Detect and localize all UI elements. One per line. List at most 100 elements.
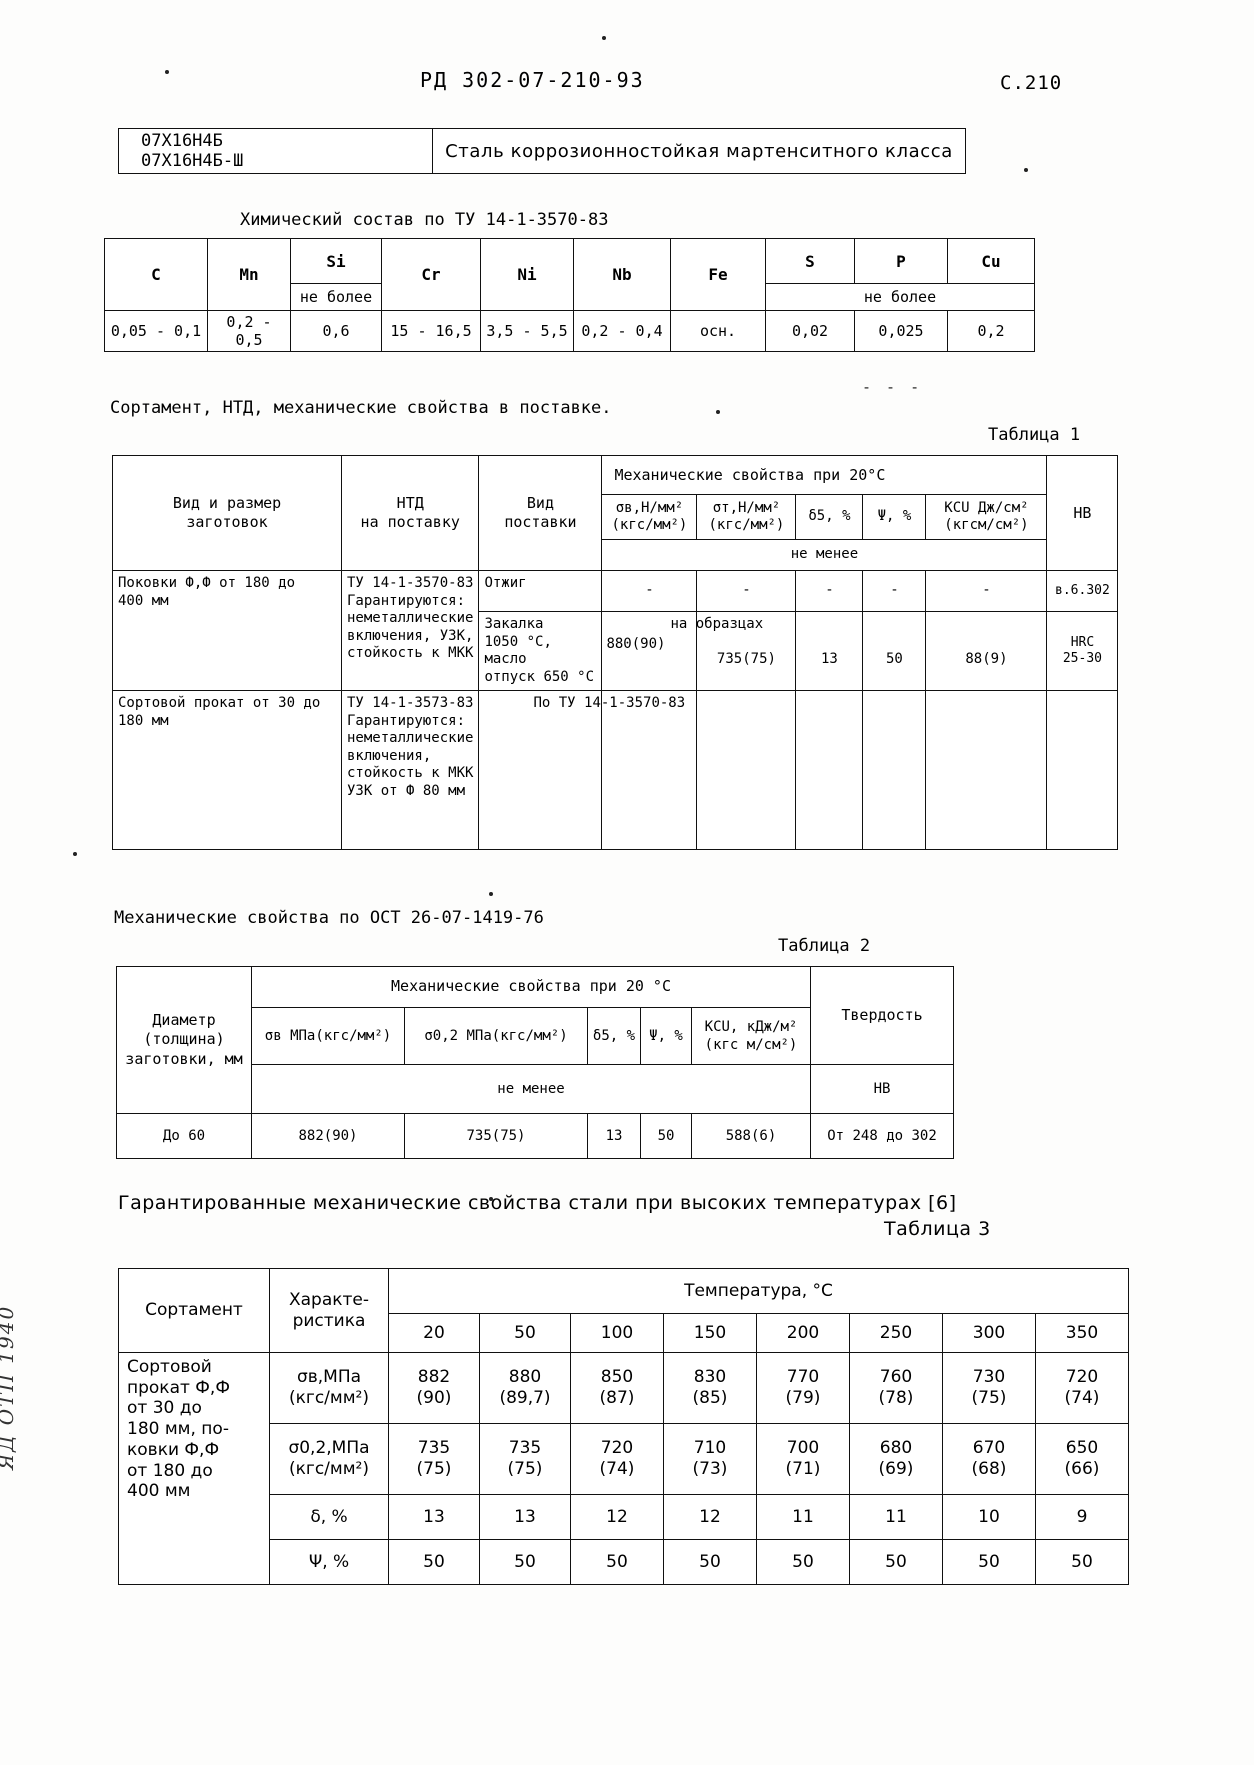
chem-value-si: 0,6 [290, 310, 382, 352]
t3-sortament-l1: Сортовой [127, 1357, 212, 1377]
t3-s1-v2-kgs: (87) [599, 1388, 635, 1408]
t3-s3-v5: 11 [849, 1494, 943, 1540]
t1-r1-kind-l2: 400 мм [118, 592, 169, 609]
t3-temp-250: 250 [849, 1313, 943, 1353]
table3-label: Таблица 3 [884, 1218, 991, 1240]
t3-temp-20: 20 [388, 1313, 480, 1353]
document-number: РД 302-07-210-93 [420, 68, 645, 92]
t1-r1-hrc-label: HRC [1070, 634, 1095, 650]
t3-s1-v6-kgs: (75) [971, 1388, 1007, 1408]
chem-header-s: S [765, 238, 855, 284]
t3-s1-v5-kgs: (78) [878, 1388, 914, 1408]
t2-header-diameter-l1: Диаметр [152, 1010, 216, 1029]
t1-header-kind-l1: Вид и размер [172, 494, 282, 513]
t3-s2-v2-kgs: (74) [599, 1459, 635, 1479]
chem-value-cr: 15 - 16,5 [381, 310, 481, 352]
t3-s2-v1: 735 (75) [479, 1423, 571, 1495]
t3-s2-v5: 680 (69) [849, 1423, 943, 1495]
t3-s1-v2-mpa: 850 [600, 1367, 634, 1388]
table-row-header: Вид и размер заготовок НТД на поставку В… [112, 455, 1119, 571]
t1-r2-kind-l2: 180 мм [118, 712, 169, 729]
t1-r1-sigma-v-val: 880(90) [606, 636, 666, 652]
high-temperature-properties-table: Сортамент Характе- ристика Температура, … [118, 1268, 1129, 1585]
t1-r1-kcu-val: 88(9) [965, 651, 1008, 668]
t3-s1-v6-mpa: 730 [972, 1367, 1006, 1388]
t3-s1-v2: 850 (87) [570, 1352, 664, 1424]
t1-r1-kcu: 88(9) [925, 611, 1048, 691]
t1-sigma-v-unit: (кгс/мм²) [611, 517, 688, 533]
table-row: До 60 882(90) 735(75) 13 50 588(6) От 24… [116, 1113, 954, 1159]
t3-s2-v0: 735 (75) [388, 1423, 480, 1495]
t3-s2-v1-kgs: (75) [507, 1459, 543, 1479]
t3-sortament-l3: от 30 до [127, 1398, 202, 1419]
chem-header-fe: Fe [670, 238, 766, 311]
t3-s4-v1: 50 [479, 1539, 571, 1585]
t2-header-diameter: Диаметр (толщина) заготовки, мм [116, 966, 252, 1114]
t1-r1-quench-l2: 1050 °С, масло [484, 633, 552, 668]
t2-header-diameter-l3: заготовки, мм [125, 1049, 243, 1068]
t3-s4-v2: 50 [570, 1539, 664, 1585]
scan-speckle [1024, 168, 1028, 172]
table2-label: Таблица 2 [778, 936, 871, 956]
t1-header-kind-l2: заготовок [186, 513, 268, 531]
margin-handwritten-note: ЯД ОТП 1940 [0, 1304, 18, 1470]
t1-r1-ntd-l3: неметаллические [347, 610, 474, 626]
t1-r1-psi-dash: - [862, 570, 927, 612]
t1-r2-ntd-l3: неметаллические [347, 730, 474, 746]
t3-s1-v5-mpa: 760 [879, 1367, 913, 1388]
chem-subheader-si-limit: не более [290, 283, 382, 311]
t1-r1-kind-l1: Поковки Ф,Ф от 180 до [118, 575, 296, 591]
chem-subheader-spcu-limit: не более [765, 283, 1035, 311]
t1-r1-ntd-l5: стойкость к МКК [347, 645, 474, 661]
t3-s2-v5-mpa: 680 [879, 1438, 913, 1459]
t1-r1-ntd-l4: включения, УЗК, [347, 627, 474, 644]
t1-r2-ntd-l1: ТУ 14-1-3573-83 [347, 695, 474, 711]
t1-header-kcu: KCU Дж/см² (кгсм/см²) [925, 494, 1048, 540]
t1-header-supply-l2: поставки [504, 513, 577, 531]
t1-header-supply-l1: Вид [526, 494, 554, 513]
t1-sigma-t-sym: σт,Н/мм² [712, 499, 781, 516]
scan-speckle [716, 410, 720, 414]
t1-sigma-v-sym: σв,Н/мм² [615, 499, 684, 516]
t3-s2-v6-mpa: 670 [972, 1438, 1006, 1459]
t3-sortament-cell: Сортовой прокат Ф,Ф от 30 до 180 мм, по-… [118, 1352, 270, 1585]
chem-header-nb: Nb [573, 238, 671, 311]
t3-s2-v0-kgs: (75) [416, 1459, 452, 1479]
t1-r1-supply-annealed: Отжиг [478, 570, 603, 612]
t1-header-kind: Вид и размер заготовок [112, 455, 342, 571]
scan-dash-marks: - - - [862, 378, 923, 396]
scan-speckle [73, 852, 77, 856]
t2-row-sigma-v: 882(90) [251, 1113, 405, 1159]
t3-sortament-l5: ковки Ф,Ф [127, 1439, 220, 1460]
t1-r2-ntd-l2: Гарантируются: [347, 712, 466, 729]
t1-r2-kind-l1: Сортовой прокат от 30 до [118, 695, 321, 711]
table-row-subheader: σв МПа(кгс/мм²) σ0,2 МПа(кгс/мм²) δ5, % … [117, 1007, 954, 1065]
t3-s1-v7-kgs: (74) [1064, 1388, 1100, 1408]
t3-s2-v4: 700 (71) [756, 1423, 850, 1495]
t3-temp-350: 350 [1035, 1313, 1129, 1353]
page-number: С.210 [1000, 72, 1063, 94]
t1-header-hb: HB [1046, 455, 1119, 571]
t3-s2-v2-mpa: 720 [600, 1438, 634, 1459]
table-row: Закалка 1050 °С, масло отпуск 650 °С 880… [113, 611, 1119, 691]
t2-header-diameter-l2: (толщина) [143, 1030, 225, 1049]
t1-r2-sigma-t [696, 690, 797, 850]
t3-s2-unit: (кгс/мм²) [288, 1459, 369, 1479]
t3-s1-v3-kgs: (85) [692, 1388, 728, 1408]
t3-s2-v3-kgs: (73) [692, 1459, 728, 1479]
chemical-composition-table: C Mn Si Cr Ni Nb Fe S P Cu не более не б… [104, 238, 1035, 352]
table-row: σ0,2,МПа (кгс/мм²) 735 (75) 735 (75) 720… [119, 1423, 1129, 1495]
t3-s1-v0: 882 (90) [388, 1352, 480, 1424]
t3-s1-v4-mpa: 770 [786, 1367, 820, 1388]
t1-r2-sigma-v [601, 690, 698, 850]
steel-grade-line-2: 07Х16Н4Б-Ш [141, 151, 244, 171]
chem-header-cu: Cu [947, 238, 1035, 284]
t3-s2-v4-mpa: 700 [786, 1438, 820, 1459]
t2-header-sigma-v: σв МПа(кгс/мм²) [251, 1007, 405, 1065]
table-row: Поковки Ф,Ф от 180 до 400 мм ТУ 14-1-357… [112, 570, 1119, 691]
scan-speckle [489, 892, 493, 896]
t3-s1-v1-mpa: 880 [508, 1367, 542, 1388]
t3-s1-v1-kgs: (89,7) [499, 1388, 551, 1408]
chem-header-mn: Mn [207, 238, 291, 311]
chem-header-c: C [104, 238, 208, 311]
